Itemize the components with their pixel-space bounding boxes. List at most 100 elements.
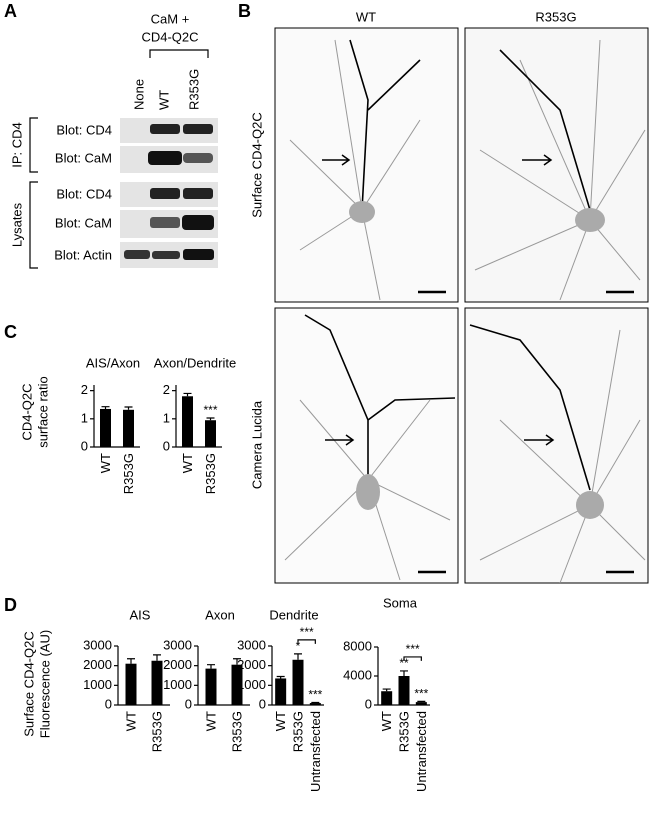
y-tick-label: 2: [163, 382, 170, 397]
panel-label: B: [238, 1, 251, 21]
error-bar: [101, 406, 110, 409]
y-tick-label: 8000: [343, 638, 372, 653]
bar: [292, 659, 304, 705]
bar: [125, 663, 137, 705]
x-tick-label: Untransfected: [308, 711, 323, 792]
significance: *: [296, 639, 301, 653]
x-tick-label: R353G: [396, 711, 411, 752]
group-label: Lysates: [9, 202, 24, 247]
chart-title: AIS: [130, 607, 151, 622]
bracket: [29, 181, 38, 269]
x-tick-label: WT: [273, 711, 288, 731]
y-tick-label: 1000: [83, 677, 112, 692]
header: CD4-Q2C: [141, 29, 198, 44]
y-tick-label: 0: [365, 696, 372, 711]
x-tick-label: R353G: [149, 711, 164, 752]
bracket: [297, 639, 316, 644]
significance: ***: [203, 403, 217, 417]
bracket: [29, 117, 38, 173]
y-tick-label: 0: [81, 438, 88, 453]
significance: ***: [308, 688, 322, 702]
chart-title: Axon: [205, 607, 235, 622]
bracket: [403, 656, 422, 661]
bar: [151, 660, 163, 705]
lane-label: R353G: [186, 69, 201, 110]
bar: [275, 678, 287, 705]
significance: ***: [414, 687, 428, 701]
error-bar: [207, 664, 215, 669]
blot-label: Blot: CaM: [55, 150, 112, 165]
group-label: IP: CD4: [9, 122, 24, 168]
y-tick-label: 4000: [343, 667, 372, 682]
y-tick-label: 0: [185, 696, 192, 711]
lane-label: WT: [156, 90, 171, 110]
error-bar: [294, 653, 302, 660]
y-axis-label: surface ratio: [35, 376, 50, 448]
column-label: R353G: [535, 9, 576, 24]
error-bar: [233, 658, 241, 665]
header: CaM +: [151, 11, 190, 26]
blot-label: Blot: CD4: [56, 122, 112, 137]
y-tick-label: 2000: [163, 657, 192, 672]
lane-label: None: [131, 79, 146, 110]
y-tick-label: 2: [81, 382, 88, 397]
error-bar: [276, 675, 285, 679]
y-tick-label: 0: [105, 696, 112, 711]
error-bar: [382, 688, 391, 692]
error-bar: [400, 670, 408, 676]
x-tick-label: WT: [203, 711, 218, 731]
x-tick-label: Untransfected: [414, 711, 429, 792]
error-bar: [183, 392, 192, 397]
bar: [415, 702, 427, 705]
row-label: Camera Lucida: [249, 400, 264, 489]
x-tick-label: R353G: [203, 453, 218, 494]
bar: [123, 409, 134, 447]
micrographs: [274, 27, 649, 584]
chart-title: Dendrite: [269, 607, 318, 622]
bar: [309, 703, 321, 705]
blot-label: Blot: CD4: [56, 186, 112, 201]
error-bar: [153, 654, 161, 661]
y-tick-label: 2000: [237, 657, 266, 672]
row-label: Surface CD4-Q2C: [249, 112, 264, 217]
x-tick-label: WT: [180, 453, 195, 473]
panel-label: A: [4, 1, 17, 21]
y-tick-label: 1000: [237, 677, 266, 692]
bar: [100, 408, 111, 447]
bar: [205, 668, 217, 705]
column-label: WT: [356, 9, 376, 24]
x-tick-label: WT: [123, 711, 138, 731]
significance: **: [399, 656, 409, 670]
y-tick-label: 0: [259, 696, 266, 711]
error-bar: [124, 406, 133, 410]
blots: [120, 118, 218, 268]
y-axis-label: CD4-Q2C: [19, 383, 34, 440]
bar: [381, 691, 393, 705]
x-tick-label: R353G: [229, 711, 244, 752]
y-tick-label: 0: [163, 438, 170, 453]
chart-title: AIS/Axon: [86, 355, 140, 370]
bar: [398, 676, 410, 705]
x-tick-label: R353G: [121, 453, 136, 494]
x-tick-label: WT: [98, 453, 113, 473]
bar: [205, 420, 216, 447]
x-tick-label: WT: [379, 711, 394, 731]
panel-label: C: [4, 322, 17, 342]
y-tick-label: 1000: [163, 677, 192, 692]
x-tick-label: R353G: [290, 711, 305, 752]
error-bar: [417, 700, 426, 703]
bar: [231, 664, 243, 705]
bracket: [149, 49, 209, 58]
chart-title: Axon/Dendrite: [154, 355, 236, 370]
panel-label: D: [4, 595, 17, 615]
blot-label: Blot: CaM: [55, 215, 112, 230]
error-bar: [311, 701, 320, 704]
significance: ***: [300, 625, 314, 639]
y-tick-label: 1: [81, 410, 88, 425]
y-tick-label: 3000: [83, 637, 112, 652]
y-axis-label: Fluorescence (AU): [37, 630, 52, 738]
y-axis-label: Surface CD4-Q2C: [21, 631, 36, 736]
chart-title: Soma: [383, 595, 418, 610]
y-tick-label: 3000: [237, 637, 266, 652]
